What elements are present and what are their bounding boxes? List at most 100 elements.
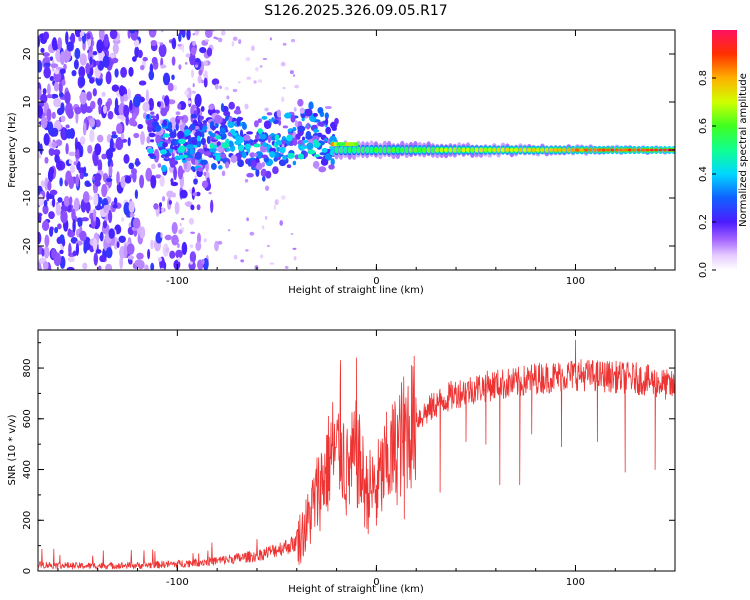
- spectrogram-cell: [54, 226, 59, 234]
- spectrogram-cell: [487, 147, 493, 153]
- spectrogram-cell: [645, 148, 650, 152]
- spectrogram-cell: [156, 101, 162, 108]
- spectrogram-cell: [169, 157, 176, 166]
- spectrogram-cell: [290, 38, 296, 43]
- spectrogram-cell: [85, 62, 90, 75]
- spectrogram-cell: [175, 155, 180, 161]
- spectrogram-cell: [279, 147, 286, 154]
- spectrogram-cell: [86, 32, 91, 40]
- spectrogram-cell: [160, 64, 167, 69]
- spectrogram-cell: [178, 138, 186, 145]
- spectrogram-cell: [150, 239, 154, 250]
- spectrogram-cell: [92, 88, 97, 97]
- spectrogram-cell: [312, 160, 320, 169]
- spectrogram-x-tick-label: -100: [166, 276, 189, 287]
- spectrogram-cell: [272, 166, 279, 175]
- spectrogram-cell: [133, 39, 140, 48]
- spectrogram-cell: [59, 249, 64, 255]
- spectrogram-cell: [53, 82, 60, 92]
- spectrogram-cell: [239, 129, 244, 138]
- spectrogram-cell: [65, 142, 69, 155]
- spectrogram-cell: [255, 151, 264, 159]
- spectrogram-cell: [271, 117, 275, 123]
- spectrogram-y-tick-label: 0: [22, 147, 33, 153]
- spectrogram-cell: [68, 159, 73, 165]
- colorbar-label: Normalized spectral amplitude: [738, 73, 749, 227]
- spectrogram-cell: [70, 32, 76, 45]
- spectrogram-cell: [42, 31, 50, 41]
- spectrogram-cell: [413, 147, 418, 153]
- spectrogram-cell: [98, 102, 102, 115]
- spectrogram-cell: [73, 59, 79, 70]
- spectrogram-cell: [203, 238, 207, 243]
- spectrogram-cell: [127, 137, 131, 147]
- spectrogram-cell: [193, 178, 198, 185]
- spectrogram-cell: [162, 72, 171, 86]
- spectrogram-cell: [200, 105, 205, 112]
- spectrogram-cell: [190, 204, 195, 211]
- spectrogram-cell: [184, 62, 188, 65]
- spectrogram-cell: [244, 178, 249, 183]
- spectrogram-cell: [253, 120, 259, 128]
- spectrogram-cell: [531, 148, 536, 152]
- spectrogram-cell: [97, 159, 103, 173]
- spectrogram-cell: [422, 147, 427, 153]
- spectrogram-cell: [255, 162, 263, 171]
- spectrogram-cell: [95, 249, 102, 254]
- spectrogram-cell: [89, 67, 94, 76]
- spectrogram-cell: [417, 147, 422, 153]
- spectrogram-cell: [127, 255, 134, 260]
- spectrogram-cell: [55, 139, 63, 147]
- spectrogram-cell: [276, 146, 281, 152]
- spectrogram-cell: [38, 231, 42, 245]
- spectrogram-cell: [220, 153, 226, 159]
- spectrogram-cell: [649, 148, 655, 152]
- spectrogram-cell: [250, 159, 257, 168]
- spectrogram-cell: [662, 148, 668, 152]
- colorbar-tick-label: 0.4: [698, 166, 709, 182]
- spectrogram-cell: [196, 135, 201, 142]
- spectrogram-cell: [57, 223, 62, 230]
- spectrogram-cell: [72, 219, 76, 233]
- spectrogram-cell: [220, 103, 225, 112]
- spectrogram-cell: [90, 100, 96, 110]
- spectrogram-cell: [153, 149, 160, 163]
- spectrogram-cell: [306, 142, 314, 150]
- spectrogram-cell: [87, 144, 93, 154]
- spectrogram-cell: [115, 140, 124, 150]
- spectrogram-cell: [201, 258, 205, 265]
- spectrogram-cell: [190, 113, 198, 119]
- spectrogram-cell: [557, 148, 563, 152]
- spectrogram-cell: [325, 118, 329, 126]
- spectrogram-cell: [134, 161, 141, 166]
- spectrogram-cell: [164, 234, 172, 241]
- spectrogram-cell: [208, 191, 212, 195]
- spectrogram-cell: [199, 46, 207, 54]
- colorbar-ticks: 0.0 0.2 0.4 0.6 0.8: [698, 70, 716, 278]
- spectrogram-cell: [178, 145, 186, 153]
- spectrogram-cell: [57, 197, 63, 203]
- spectrogram-cell: [614, 148, 620, 152]
- spectrogram-cell: [518, 148, 523, 152]
- spectrogram-cell: [318, 166, 327, 173]
- spectrogram-cell: [38, 35, 41, 48]
- spectrogram-cell: [94, 172, 102, 183]
- spectrogram-cell: [192, 83, 195, 88]
- spectrogram-cell: [48, 166, 55, 176]
- spectrogram-cell: [553, 148, 558, 152]
- spectrogram-cell: [280, 61, 286, 67]
- spectrogram-cell: [38, 60, 43, 73]
- spectrogram-cell: [158, 202, 163, 208]
- spectrogram-cell: [287, 152, 295, 159]
- spectrogram-cell: [400, 147, 405, 153]
- spectrogram-cell: [103, 33, 109, 48]
- spectrogram-cell: [109, 30, 118, 40]
- spectrogram-cell: [99, 254, 106, 263]
- spectrogram-cell: [162, 119, 168, 126]
- spectrogram-cell: [265, 215, 268, 220]
- spectrogram-cell: [206, 135, 211, 145]
- spectrogram-cell: [391, 147, 396, 153]
- spectrogram-cell: [273, 156, 278, 162]
- spectrogram-cell: [177, 130, 185, 140]
- spectrogram-cell: [94, 143, 102, 156]
